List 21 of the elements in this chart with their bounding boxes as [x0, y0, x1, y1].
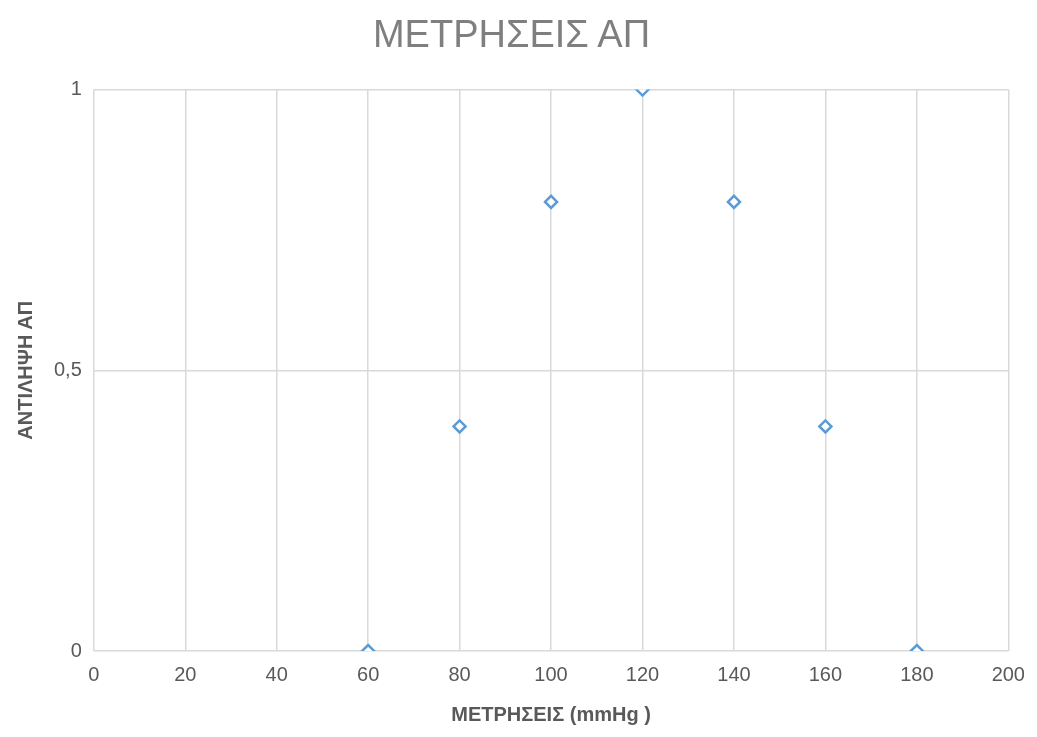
x-tick-label: 40 — [265, 662, 288, 685]
x-tick-label: 0 — [88, 662, 100, 685]
x-axis-title: ΜΕΤΡΗΣΕΙΣ (mmHg ) — [451, 702, 651, 725]
x-tick-label: 180 — [900, 662, 934, 685]
point — [543, 194, 559, 210]
chart-title: ΜΕΤΡΗΣΕΙΣ ΑΠ — [372, 13, 651, 56]
y-tick-label: 1 — [70, 77, 82, 100]
x-tick-label: 140 — [717, 662, 751, 685]
x-tick-label: 160 — [808, 662, 843, 685]
x-tick-label: 100 — [534, 662, 568, 685]
x-tick-label: 20 — [174, 662, 197, 685]
y-tick-label: 0,5 — [53, 357, 82, 380]
x-tick-label: 80 — [448, 662, 471, 685]
x-tick-label: 60 — [357, 662, 380, 685]
point — [452, 419, 467, 434]
point — [818, 419, 833, 434]
y-axis-title: ΑΝΤΙΛΗΨΗ ΑΠ — [13, 300, 36, 440]
x-tick-label: 120 — [625, 662, 660, 685]
x-tick-label: 200 — [991, 662, 1025, 685]
point — [726, 194, 742, 210]
y-tick-label: 0 — [70, 638, 82, 661]
